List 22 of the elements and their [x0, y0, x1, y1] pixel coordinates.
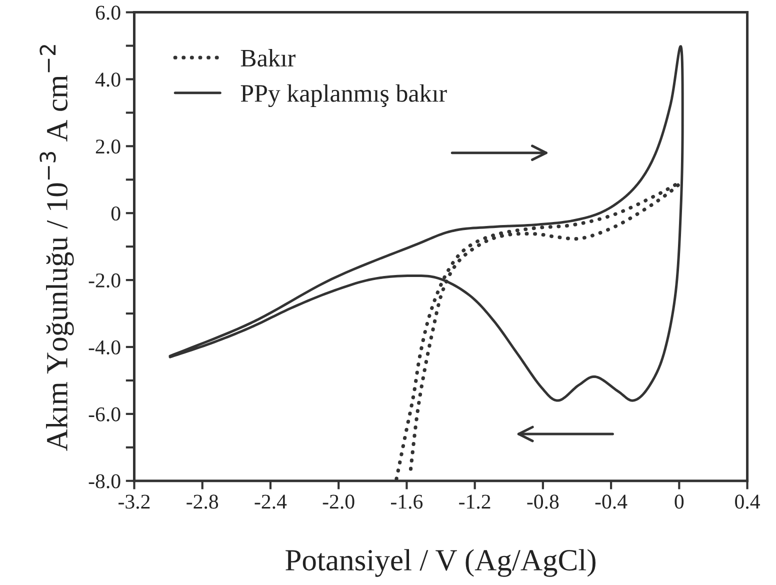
y-tick-label: 6.0: [96, 6, 120, 20]
y-tick-label: -8.0: [88, 474, 120, 488]
y-tick-label: 0: [111, 206, 120, 221]
x-tick-label: 0.4: [735, 494, 760, 509]
y-axis-title: Akım Yoğunluğu / 10$^{−3}$ A cm$^{−2}$: [40, 45, 74, 451]
x-tick-label: -2.0: [322, 494, 354, 509]
x-tick-label: -1.6: [390, 494, 423, 509]
y-tick-label: 4.0: [95, 72, 120, 87]
y-tick-label: 2.0: [96, 140, 120, 154]
x-tick-label: 0: [674, 494, 684, 509]
legend-label: Bakır: [240, 48, 296, 67]
x-tick-label: -1.2: [459, 494, 490, 509]
x-tick-label: -3.2: [118, 494, 150, 509]
x-tick-label: -0.4: [595, 494, 628, 509]
legend-label: PPy kaplanmış bakır: [240, 84, 447, 108]
x-tick-label: -0.8: [527, 494, 559, 509]
x-axis-title: Potansiyel / V (Ag/AgCl): [286, 549, 596, 577]
y-tick-label: -4.0: [88, 340, 120, 355]
y-tick-label: -6.0: [88, 407, 120, 422]
x-tick-label: -2.8: [186, 494, 218, 509]
x-tick-label: -2.4: [254, 494, 287, 509]
y-tick-label: -2.0: [88, 273, 120, 288]
